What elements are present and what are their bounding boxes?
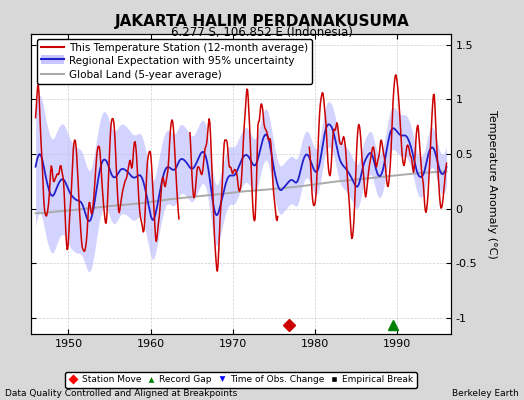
Legend: Station Move, Record Gap, Time of Obs. Change, Empirical Break: Station Move, Record Gap, Time of Obs. C… <box>66 372 417 388</box>
Text: JAKARTA HALIM PERDANAKUSUMA: JAKARTA HALIM PERDANAKUSUMA <box>115 14 409 29</box>
Text: Berkeley Earth: Berkeley Earth <box>452 389 519 398</box>
Y-axis label: Temperature Anomaly (°C): Temperature Anomaly (°C) <box>487 110 497 258</box>
Text: Data Quality Controlled and Aligned at Breakpoints: Data Quality Controlled and Aligned at B… <box>5 389 237 398</box>
Text: 6.277 S, 106.852 E (Indonesia): 6.277 S, 106.852 E (Indonesia) <box>171 26 353 39</box>
